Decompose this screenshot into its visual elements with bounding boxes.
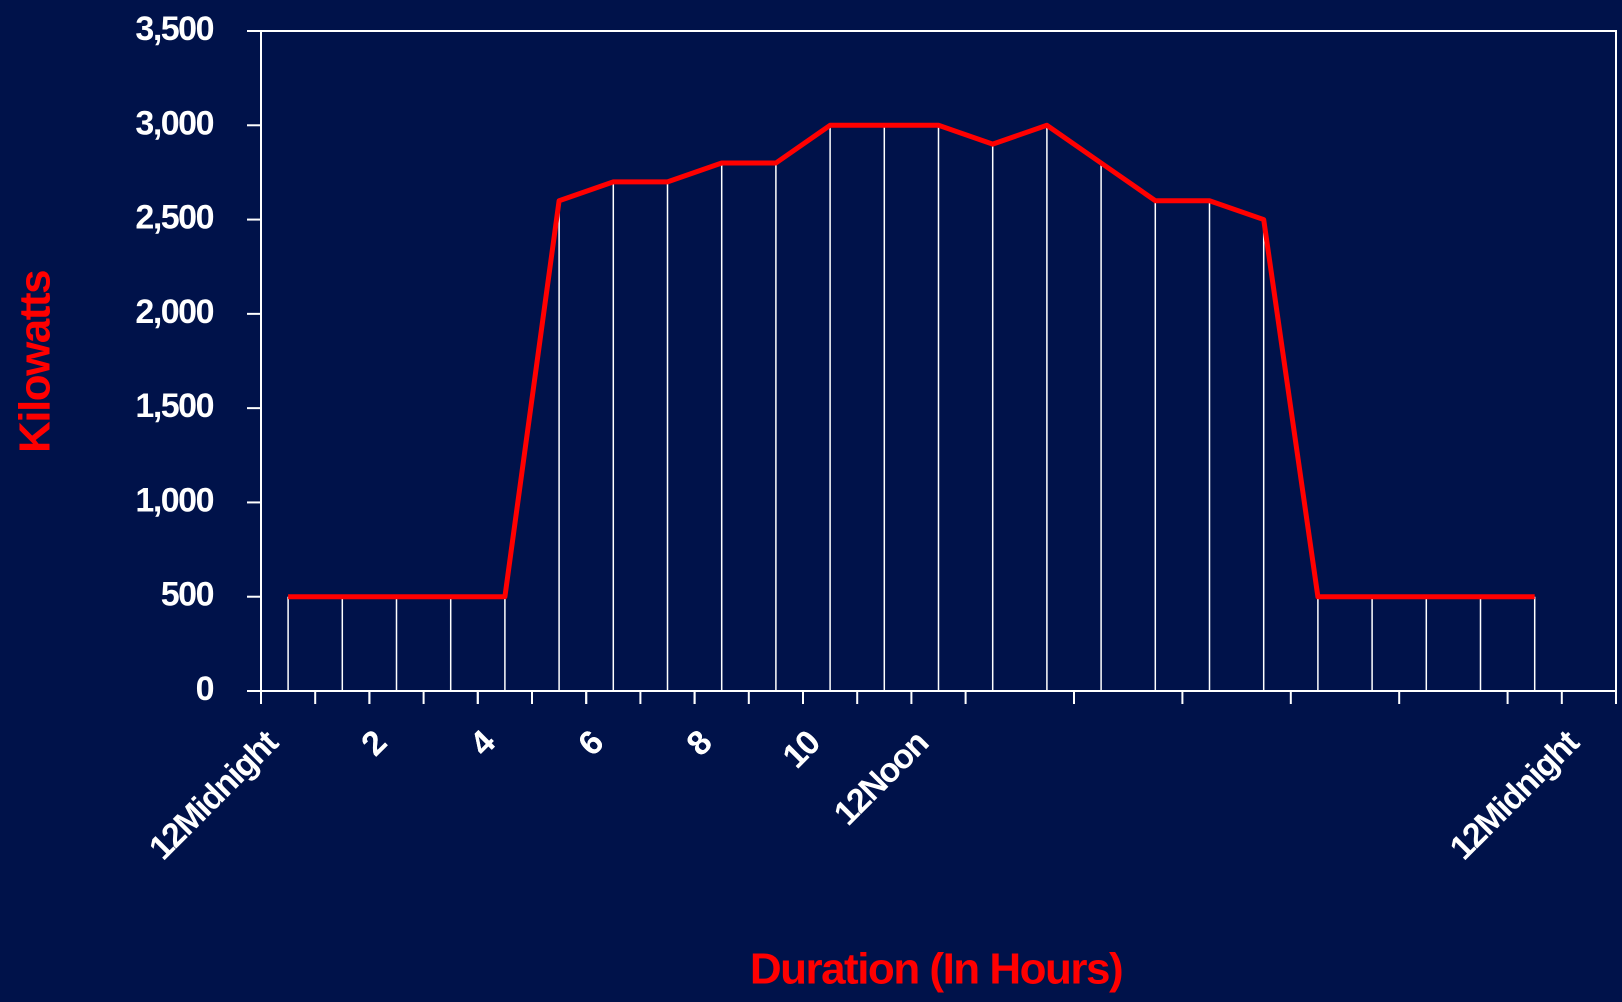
y-tick-label: 1,500 [135, 387, 213, 425]
plot-frame [260, 30, 1617, 692]
y-tick-label: 3,500 [135, 10, 213, 48]
x-tick-label: 12Midnight [142, 723, 286, 867]
x-tick-label: 10 [776, 724, 828, 776]
y-tick-label: 0 [196, 670, 214, 708]
x-tick-label: 12Noon [827, 724, 936, 833]
x-tick-label: 2 [354, 724, 394, 764]
data-line [288, 122, 1535, 600]
x-tick-label: 6 [571, 724, 611, 764]
x-tick-label: 12Midnight [1443, 723, 1587, 867]
y-tick-label: 2,000 [135, 293, 213, 331]
y-tick-label: 500 [161, 576, 214, 614]
y-tick-label: 1,000 [135, 481, 213, 519]
x-tick-label: 4 [463, 723, 503, 763]
x-axis-title: Duration (In Hours) [750, 945, 1122, 994]
y-tick-label: 2,500 [135, 199, 213, 237]
x-tick-label: 8 [679, 724, 719, 764]
y-axis-title: Kilowatts [11, 271, 60, 453]
y-tick-label: 3,000 [135, 104, 213, 142]
